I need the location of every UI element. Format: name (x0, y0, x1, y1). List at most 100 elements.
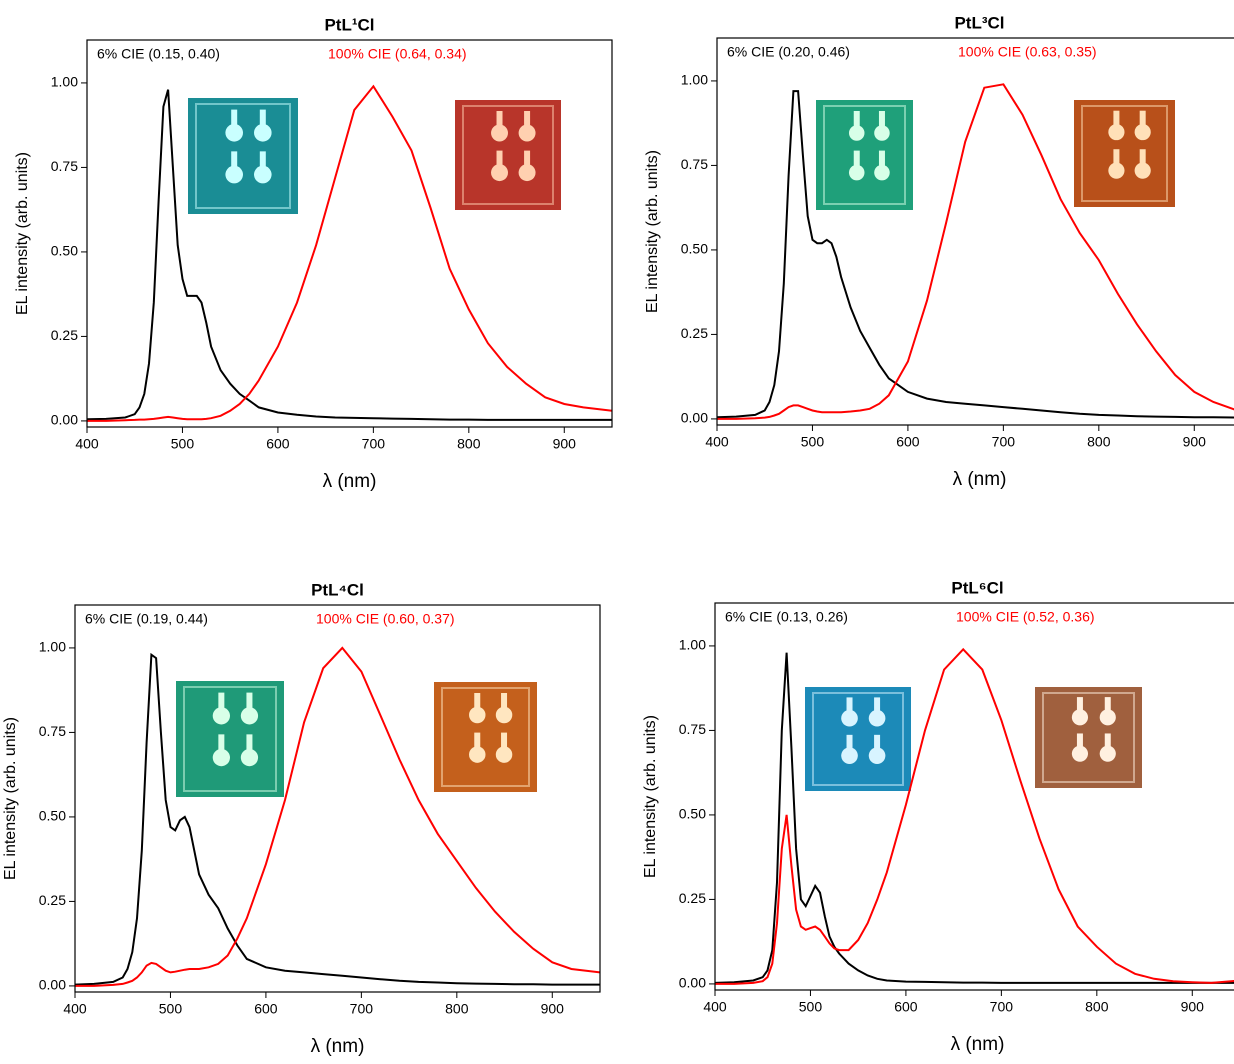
x-tick-label: 700 (990, 999, 1014, 1015)
device-pixel (253, 165, 272, 184)
device-photo-frame (1042, 692, 1135, 783)
device-photo (188, 98, 298, 214)
device-pixel (874, 125, 890, 141)
device-lead (231, 109, 238, 133)
y-tick-label: 0.25 (681, 325, 708, 341)
plot-area (717, 83, 1234, 420)
device-pixel (1134, 162, 1151, 179)
device-photo-frame (183, 686, 277, 792)
device-pixel (874, 164, 890, 181)
x-tick-label: 400 (703, 999, 727, 1015)
x-tick-label: 700 (350, 1001, 374, 1017)
y-tick-label: 1.00 (679, 637, 706, 653)
series-line (87, 84, 612, 422)
y-tick-label: 0.75 (681, 156, 708, 172)
y-axis-label: EL intensity (arb. units) (14, 152, 31, 315)
device-photo-frame (812, 692, 904, 786)
device-pixel (469, 706, 486, 724)
x-tick-label: 500 (801, 434, 825, 450)
device-pixel (495, 746, 513, 763)
device-lead (1104, 733, 1111, 754)
device-lead (1076, 733, 1083, 754)
x-tick-label: 600 (254, 1001, 278, 1017)
device-photo (1035, 687, 1142, 788)
device-pixel (518, 124, 536, 142)
y-tick-label: 1.00 (39, 639, 66, 655)
device-lead (846, 697, 853, 719)
y-tick-label: 0.00 (39, 977, 66, 993)
x-tick-label: 800 (1087, 434, 1111, 450)
chart-title: PtL³Cl (954, 13, 1004, 32)
device-lead (874, 697, 881, 719)
device-lead (878, 150, 885, 173)
x-tick-label: 500 (171, 436, 195, 452)
device-photo-frame (462, 105, 554, 205)
legend-label: 6% CIE (0.13, 0.26) (725, 609, 848, 625)
y-tick-label: 0.50 (681, 241, 708, 257)
legend-label: 100% CIE (0.52, 0.36) (956, 609, 1095, 625)
device-pixel (212, 748, 230, 767)
y-axis-label: EL intensity (arb. units) (2, 717, 19, 880)
device-pixel (1099, 709, 1116, 726)
device-lead (1113, 149, 1120, 171)
plot-frame (86, 39, 613, 428)
device-lead (501, 693, 508, 715)
x-tick-label: 800 (1085, 999, 1109, 1015)
device-lead (246, 734, 253, 758)
x-tick-label: 900 (1183, 434, 1207, 450)
x-tick-label: 700 (992, 434, 1016, 450)
device-lead (878, 111, 885, 133)
device-lead (853, 111, 860, 133)
x-tick-label: 900 (553, 436, 577, 452)
y-axis-label: EL intensity (arb. units) (642, 715, 659, 878)
device-pixel (491, 164, 508, 182)
x-axis-label: λ (nm) (951, 1034, 1005, 1055)
device-lead (1076, 697, 1083, 718)
y-tick-label: 1.00 (681, 72, 708, 88)
device-pixel (841, 709, 858, 727)
x-tick-label: 400 (63, 1001, 87, 1017)
series-line (715, 647, 1234, 985)
device-pixel (469, 746, 486, 763)
series-line (717, 83, 1234, 420)
y-tick-label: 0.50 (679, 806, 706, 822)
device-photo-frame (195, 103, 291, 209)
y-tick-label: 0.75 (679, 721, 706, 737)
x-tick-label: 400 (705, 434, 729, 450)
legend-label: 6% CIE (0.15, 0.40) (97, 46, 220, 62)
device-lead (496, 150, 503, 173)
device-lead (846, 734, 853, 756)
legend-label: 100% CIE (0.60, 0.37) (316, 611, 455, 627)
device-pixel (240, 748, 259, 767)
plot-frame (74, 604, 601, 993)
x-tick-label: 600 (894, 999, 918, 1015)
legend-label: 100% CIE (0.64, 0.34) (328, 46, 467, 62)
chart-title: PtL⁴Cl (311, 580, 364, 599)
device-photo (434, 682, 537, 792)
device-pixel (1071, 709, 1089, 726)
y-tick-label: 0.50 (39, 808, 66, 824)
legend-label: 6% CIE (0.20, 0.46) (727, 44, 850, 60)
device-pixel (848, 125, 865, 141)
device-lead (474, 732, 481, 755)
device-lead (259, 151, 266, 175)
plot-area (87, 84, 612, 422)
device-pixel (212, 707, 230, 725)
y-axis-label: EL intensity (arb. units) (644, 150, 661, 313)
legend-label: 100% CIE (0.63, 0.35) (958, 44, 1097, 60)
plot-frame (714, 602, 1234, 991)
device-pixel (1099, 745, 1116, 762)
device-pixel (868, 747, 886, 764)
y-tick-label: 0.00 (51, 412, 78, 428)
x-axis-label: λ (nm) (311, 1036, 365, 1057)
series-line (87, 89, 612, 421)
series-line (715, 652, 1234, 984)
y-tick-label: 0.25 (679, 890, 706, 906)
device-lead (259, 109, 266, 133)
device-pixel (495, 706, 513, 724)
device-lead (874, 734, 881, 756)
x-tick-label: 800 (457, 436, 481, 452)
y-tick-label: 0.75 (39, 723, 66, 739)
x-tick-label: 900 (541, 1001, 565, 1017)
y-tick-label: 0.25 (51, 327, 78, 343)
